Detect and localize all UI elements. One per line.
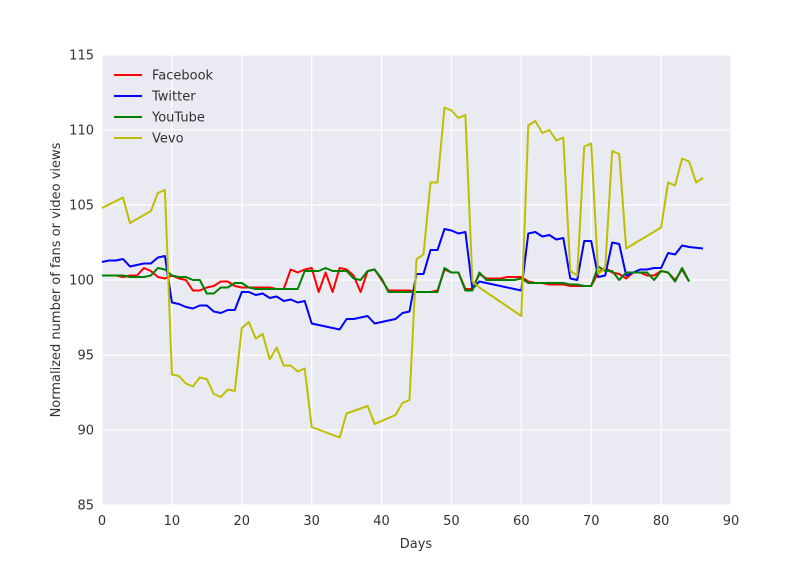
x-tick-label: 70 bbox=[583, 514, 600, 529]
series-line-youtube bbox=[102, 265, 690, 295]
y-tick-label: 100 bbox=[69, 274, 94, 289]
x-tick-label: 50 bbox=[443, 514, 460, 529]
y-tick-labels: 85 90 95 100 105 110 115 bbox=[69, 49, 94, 514]
y-tick-label: 90 bbox=[77, 424, 94, 439]
y-tick-label: 115 bbox=[69, 49, 94, 64]
x-tick-label: 60 bbox=[513, 514, 530, 529]
legend-label-youtube: YouTube bbox=[151, 111, 205, 126]
x-axis-label: Days bbox=[400, 537, 433, 552]
x-tick-label: 90 bbox=[723, 514, 740, 529]
x-tick-label: 80 bbox=[653, 514, 670, 529]
y-tick-label: 105 bbox=[69, 199, 94, 214]
legend-label-facebook: Facebook bbox=[152, 69, 214, 84]
legend-label-vevo: Vevo bbox=[152, 132, 184, 147]
legend-label-twitter: Twitter bbox=[151, 90, 196, 105]
x-tick-label: 30 bbox=[303, 514, 320, 529]
x-tick-labels: 0 10 20 30 40 50 60 70 80 90 bbox=[98, 514, 739, 529]
x-tick-label: 40 bbox=[373, 514, 390, 529]
legend: Facebook Twitter YouTube Vevo bbox=[114, 69, 214, 147]
x-tick-label: 0 bbox=[98, 514, 106, 529]
x-tick-label: 10 bbox=[164, 514, 181, 529]
series-line-vevo bbox=[101, 106, 704, 439]
y-tick-label: 110 bbox=[69, 124, 94, 139]
x-tick-label: 20 bbox=[234, 514, 251, 529]
series-lines bbox=[101, 106, 704, 439]
y-tick-label: 85 bbox=[77, 499, 94, 514]
y-tick-label: 95 bbox=[77, 349, 94, 364]
gridlines bbox=[101, 54, 732, 506]
y-axis-label: Normalized number of fans or video views bbox=[49, 142, 64, 417]
